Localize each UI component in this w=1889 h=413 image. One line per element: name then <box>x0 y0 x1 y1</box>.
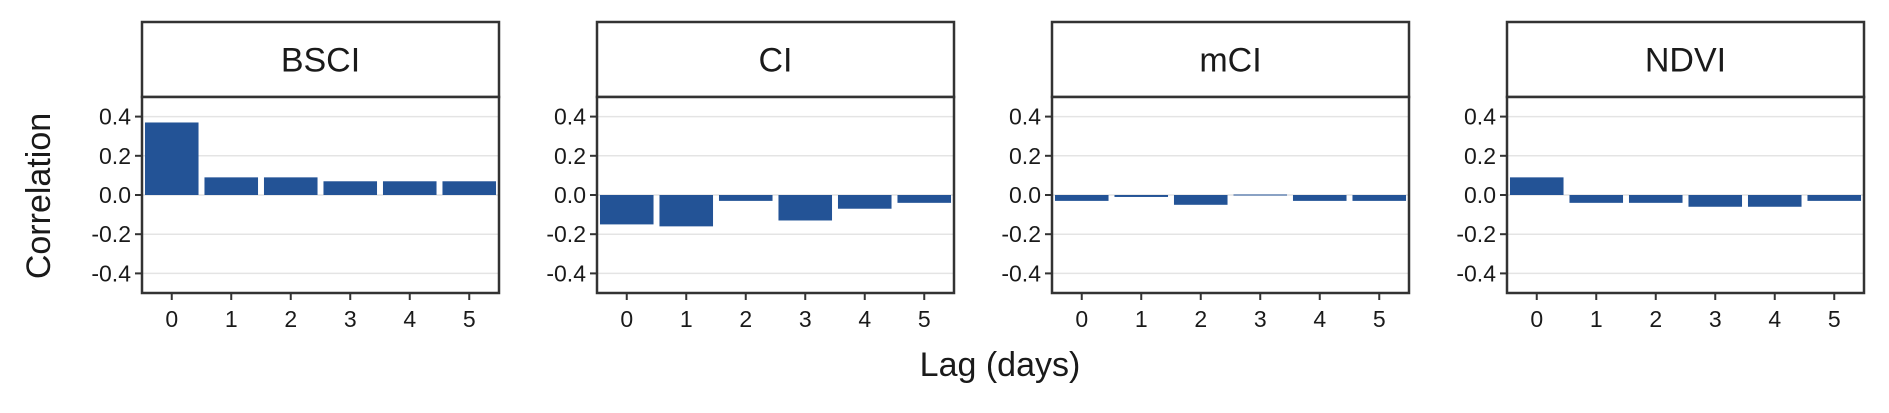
facet-strip <box>1050 20 1411 99</box>
y-tick-label: 0.2 <box>99 143 131 169</box>
y-tick-label: -0.2 <box>91 221 131 247</box>
x-tick-label: 3 <box>1254 306 1267 332</box>
y-tick-label: -0.2 <box>546 221 586 247</box>
x-tick-label: 4 <box>858 306 871 332</box>
x-tick-label: 5 <box>463 306 476 332</box>
bar-lag-1 <box>204 177 259 195</box>
x-tick-label: 3 <box>344 306 357 332</box>
facet-strip <box>1505 20 1866 99</box>
bar-lag-0 <box>1509 177 1564 195</box>
x-tick-label: 2 <box>1649 306 1662 332</box>
x-tick-label: 0 <box>1530 306 1543 332</box>
bar-lag-4 <box>837 195 892 209</box>
x-tick-label: 0 <box>620 306 633 332</box>
x-tick-label: 1 <box>1590 306 1603 332</box>
y-tick-label: -0.4 <box>1001 260 1041 286</box>
facet-panel-bsci: BSCI 0.4 0.2 0.0 -0.2 -0.4 0 1 2 3 4 5 <box>91 20 501 332</box>
facet-panels: BSCI 0.4 0.2 0.0 -0.2 -0.4 0 1 2 3 4 5 CI 0.4 0.2 0.0 -0… <box>91 20 1866 332</box>
y-tick-label: -0.4 <box>91 260 131 286</box>
x-tick-label: 4 <box>1313 306 1326 332</box>
bar-lag-5 <box>1807 195 1862 201</box>
bar-lag-0 <box>599 195 654 225</box>
x-tick-label: 4 <box>403 306 416 332</box>
facet-panel-ndvi: NDVI 0.4 0.2 0.0 -0.2 -0.4 0 1 2 3 4 5 <box>1456 20 1866 332</box>
x-tick-label: 0 <box>165 306 178 332</box>
y-tick-label: 0.0 <box>554 182 586 208</box>
y-tick-label: 0.2 <box>554 143 586 169</box>
y-tick-label: -0.2 <box>1001 221 1041 247</box>
x-tick-label: 3 <box>799 306 812 332</box>
facet-label: NDVI <box>1645 42 1726 80</box>
x-axis-title: Lag (days) <box>920 346 1081 384</box>
x-tick-label: 1 <box>1135 306 1148 332</box>
bar-lag-1 <box>1569 195 1624 203</box>
y-tick-label: 0.2 <box>1464 143 1496 169</box>
y-tick-label: 0.4 <box>554 104 586 130</box>
x-tick-label: 4 <box>1768 306 1781 332</box>
bar-lag-2 <box>1628 195 1683 203</box>
bar-lag-2 <box>1173 195 1228 205</box>
x-tick-label: 1 <box>680 306 693 332</box>
facet-label: CI <box>759 42 793 80</box>
x-tick-label: 2 <box>739 306 752 332</box>
bar-lag-3 <box>1688 195 1743 207</box>
x-tick-label: 0 <box>1075 306 1088 332</box>
facet-panel-ci: CI 0.4 0.2 0.0 -0.2 -0.4 0 1 2 3 4 5 <box>546 20 956 332</box>
y-tick-label: -0.4 <box>546 260 586 286</box>
y-tick-label: 0.0 <box>1464 182 1496 208</box>
bar-lag-0 <box>1054 195 1109 201</box>
x-tick-label: 5 <box>918 306 931 332</box>
facet-label: mCI <box>1199 42 1261 80</box>
y-tick-label: -0.2 <box>1456 221 1496 247</box>
bar-lag-4 <box>1747 195 1802 207</box>
bar-lag-1 <box>1114 195 1169 197</box>
bar-lag-4 <box>382 181 437 195</box>
facet-strip <box>140 20 501 99</box>
y-tick-label: 0.4 <box>1464 104 1496 130</box>
x-tick-label: 5 <box>1373 306 1386 332</box>
y-tick-label: 0.0 <box>99 182 131 208</box>
x-tick-label: 2 <box>1194 306 1207 332</box>
bar-lag-1 <box>659 195 714 227</box>
bar-lag-3 <box>778 195 833 221</box>
y-tick-label: 0.2 <box>1009 143 1041 169</box>
bar-lag-5 <box>897 195 952 203</box>
bar-lag-5 <box>442 181 497 195</box>
y-tick-label: -0.4 <box>1456 260 1496 286</box>
x-tick-label: 3 <box>1709 306 1722 332</box>
facet-label: BSCI <box>281 42 360 80</box>
y-tick-label: 0.4 <box>99 104 131 130</box>
facet-panel-mci: mCI 0.4 0.2 0.0 -0.2 -0.4 0 1 2 3 4 5 <box>1001 20 1411 332</box>
bar-lag-5 <box>1352 195 1407 201</box>
bar-lag-4 <box>1292 195 1347 201</box>
bar-lag-2 <box>263 177 318 195</box>
bar-lag-3 <box>323 181 378 195</box>
x-tick-label: 5 <box>1828 306 1841 332</box>
x-tick-label: 1 <box>225 306 238 332</box>
y-tick-label: 0.0 <box>1009 182 1041 208</box>
y-axis-title: Correlation <box>20 113 58 279</box>
bar-lag-3 <box>1233 194 1288 196</box>
bar-lag-0 <box>144 122 199 195</box>
bar-lag-2 <box>718 195 773 201</box>
y-tick-label: 0.4 <box>1009 104 1041 130</box>
x-tick-label: 2 <box>284 306 297 332</box>
